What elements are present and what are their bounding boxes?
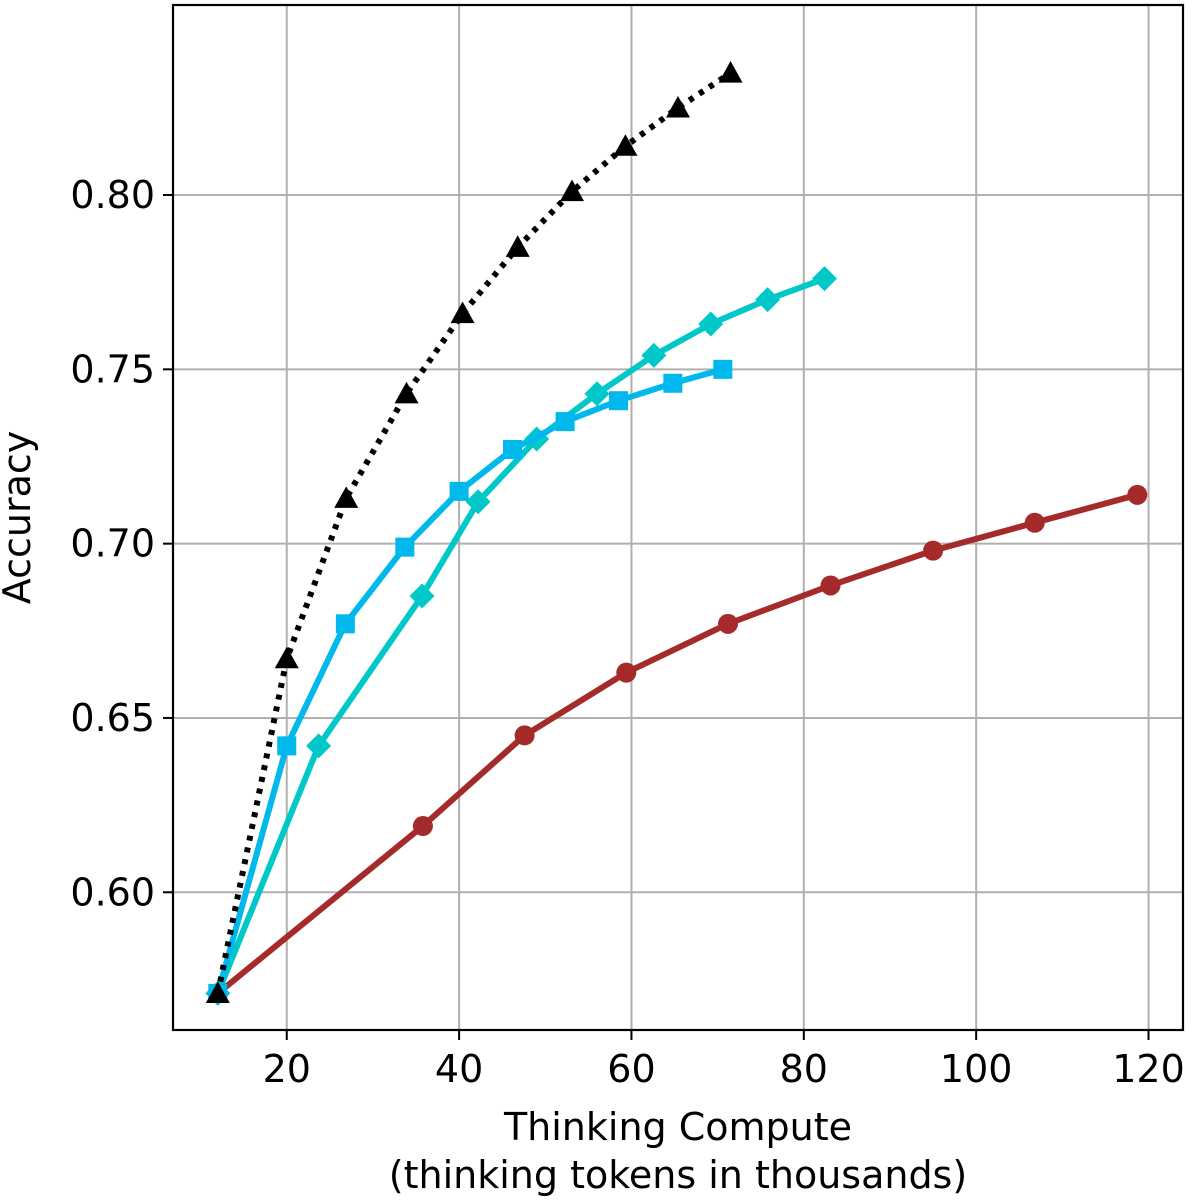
square-marker	[335, 614, 355, 634]
y-axis-label: Accuracy	[0, 431, 39, 605]
diamond-marker	[409, 583, 435, 609]
x-axis-label-line2: (thinking tokens in thousands)	[389, 1153, 967, 1197]
y-tick-label: 0.75	[70, 347, 155, 391]
series-line	[214, 275, 828, 997]
x-tick-label: 100	[940, 1047, 1013, 1091]
square-marker	[503, 440, 523, 460]
tick-layer	[163, 194, 1150, 1040]
diamond-marker	[584, 381, 610, 407]
triangle-marker	[613, 134, 638, 156]
y-tick-label: 0.60	[70, 870, 155, 914]
circle-marker	[616, 662, 637, 683]
series-line	[214, 70, 733, 995]
series-layer	[205, 60, 1148, 1006]
triangle-marker	[450, 301, 475, 324]
diamond-marker	[812, 266, 838, 292]
circle-marker	[1127, 484, 1148, 505]
series-triangle	[205, 60, 743, 1003]
square-marker	[277, 736, 297, 756]
square-marker	[395, 537, 415, 557]
x-tick-label: 60	[607, 1047, 655, 1091]
triangle-marker	[274, 646, 299, 669]
triangle-marker	[718, 60, 743, 83]
triangle-marker	[334, 486, 359, 508]
x-axis-label-line1: Thinking Compute	[503, 1105, 852, 1149]
triangle-marker	[666, 95, 690, 118]
series-line	[214, 366, 726, 997]
square-marker	[555, 412, 575, 432]
diamond-marker	[755, 287, 781, 313]
tick-label-layer: 20 40 60 80 100 120 0.60 0.65 0.70 0.75 0.80	[70, 173, 1184, 1091]
series-square	[208, 359, 733, 1003]
diamond-marker	[641, 342, 667, 368]
square-marker	[449, 481, 469, 501]
y-tick-label: 0.80	[70, 173, 155, 217]
circle-marker	[1024, 512, 1045, 533]
plot-frame	[171, 3, 1185, 1032]
series-line	[214, 491, 1141, 997]
triangle-marker	[560, 179, 585, 202]
circle-marker	[820, 575, 841, 596]
x-tick-label: 40	[435, 1047, 483, 1091]
x-tick-label: 80	[780, 1047, 828, 1091]
y-tick-label: 0.65	[70, 696, 155, 740]
series-diamond	[205, 266, 838, 1006]
triangle-marker	[205, 981, 230, 1003]
y-tick-label: 0.70	[70, 522, 155, 566]
square-marker	[609, 391, 629, 411]
x-tick-label: 120	[1112, 1047, 1185, 1091]
triangle-marker	[394, 381, 419, 404]
diamond-marker	[698, 311, 724, 337]
diamond-marker	[465, 489, 491, 515]
series-circle	[207, 484, 1148, 1004]
x-tick-label: 20	[263, 1047, 311, 1091]
circle-marker	[412, 816, 433, 837]
triangle-marker	[505, 235, 530, 257]
square-marker	[713, 359, 733, 379]
circle-marker	[514, 725, 535, 746]
circle-marker	[717, 613, 738, 634]
diamond-marker	[306, 733, 332, 759]
square-marker	[663, 373, 683, 393]
circle-marker	[923, 540, 944, 561]
